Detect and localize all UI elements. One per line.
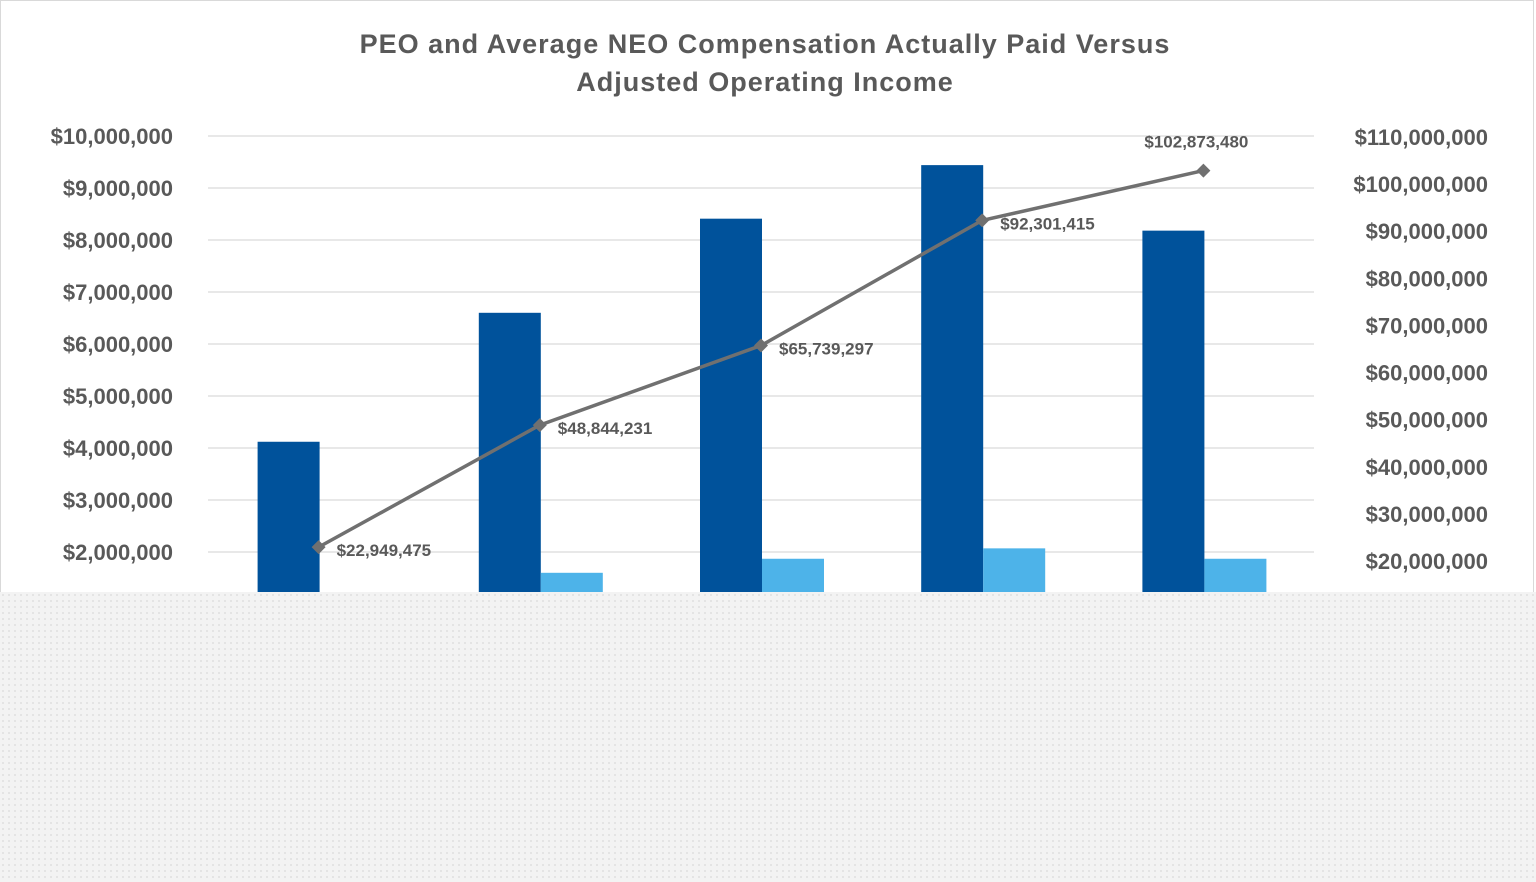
bar-series-1-cat-4 [921,165,984,604]
right-tick-label: $20,000,000 [1366,549,1488,574]
line-series [311,163,1211,555]
bar-series-1-cat-1 [257,441,320,604]
chart-title-line-1: PEO and Average NEO Compensation Actuall… [360,29,1171,59]
bar-series-1-cat-2 [478,312,541,604]
bar-series-1-cat-3 [700,218,762,604]
right-y-axis: $110,000,000 $100,000,000 $90,000,000 $80,0… [1353,125,1488,574]
left-tick-label: $9,000,000 [63,176,173,201]
right-tick-label: $30,000,000 [1366,502,1488,527]
data-label: $48,844,231 [558,419,653,438]
right-tick-label: $60,000,000 [1366,361,1488,386]
left-tick-label: $5,000,000 [63,384,173,409]
left-tick-label: $7,000,000 [63,280,173,305]
left-tick-label: $6,000,000 [63,332,173,357]
data-label: $65,739,297 [779,340,874,359]
data-label: $102,873,480 [1144,133,1248,152]
line-marker [311,540,326,555]
data-label: $92,301,415 [1000,214,1095,233]
left-tick-label: $3,000,000 [63,488,173,513]
right-tick-label: $110,000,000 [1355,125,1488,150]
right-tick-label: $100,000,000 [1353,172,1488,197]
bar-series [257,165,1267,604]
chart-title: PEO and Average NEO Compensation Actuall… [360,29,1171,97]
left-tick-label: $8,000,000 [63,228,173,253]
left-y-axis: $10,000,000 $9,000,000 $8,000,000 $7,000,00… [51,124,173,617]
right-tick-label: $80,000,000 [1366,266,1488,291]
bar-series-1-cat-5 [1142,230,1205,604]
data-label: $22,949,475 [337,541,432,560]
right-tick-label: $90,000,000 [1366,219,1488,244]
left-tick-label: $4,000,000 [63,436,173,461]
right-tick-label: $40,000,000 [1366,455,1488,480]
line-marker [754,338,768,353]
line-marker [1196,163,1211,178]
data-labels: $22,949,475 $48,844,231 $65,739,297 $92,301… [337,133,1249,561]
left-tick-label: $10,000,000 [51,124,173,149]
right-tick-label: $70,000,000 [1366,313,1488,338]
occluded-region [0,592,1536,882]
line-marker [975,213,990,228]
right-tick-label: $50,000,000 [1366,408,1488,433]
left-tick-label: $2,000,000 [63,540,173,565]
line-marker [532,418,547,433]
chart-title-line-2: Adjusted Operating Income [576,67,954,97]
